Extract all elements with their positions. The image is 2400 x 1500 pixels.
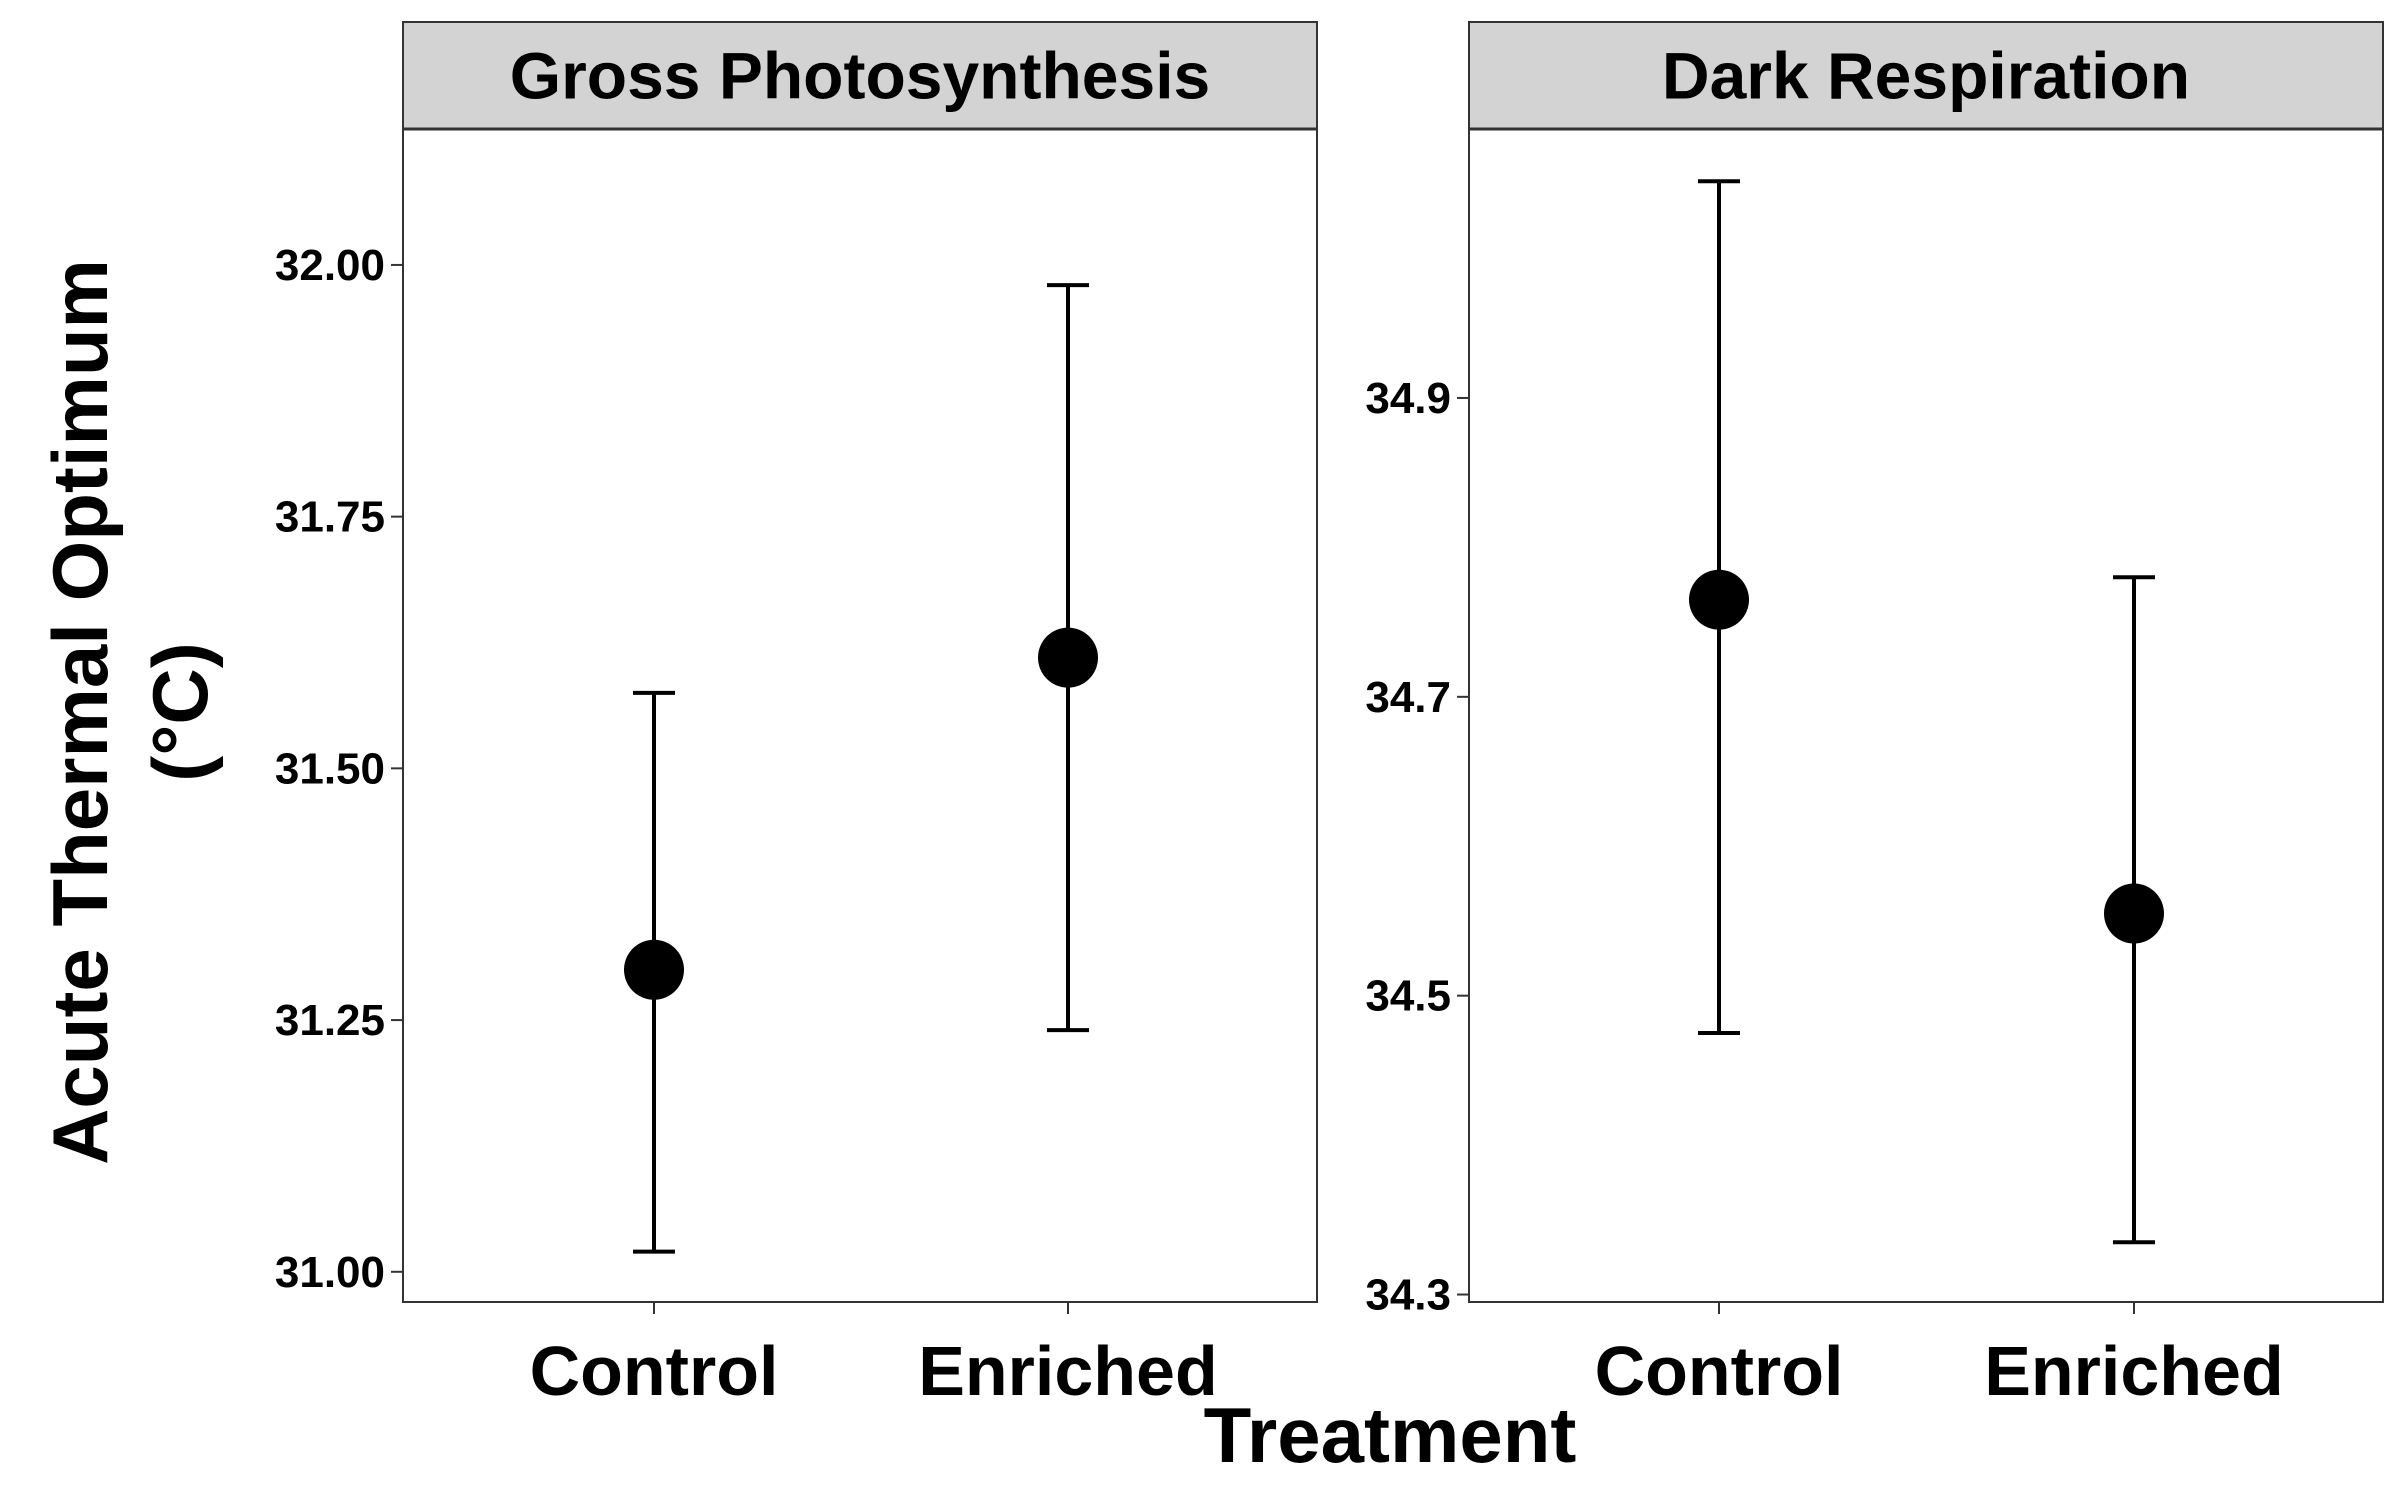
x-tick-label: Control <box>530 1332 779 1410</box>
facet-panels: Gross Photosynthesis 31.00 31.25 31.50 31.75… <box>275 21 2384 1410</box>
data-point <box>624 939 684 1000</box>
x-tick-label: Enriched <box>918 1332 1218 1410</box>
x-axis-title: Treatment <box>1204 1391 1577 1479</box>
y-tick-label: 34.3 <box>1365 1271 1451 1320</box>
y-tick-label: 31.25 <box>275 996 385 1045</box>
data-point <box>2104 883 2164 944</box>
plot-frame <box>1468 128 2384 1303</box>
y-tick-label: 31.75 <box>275 493 385 542</box>
panel-strip <box>402 21 1318 130</box>
y-tick-label: 31.00 <box>275 1248 385 1297</box>
data-point <box>1689 569 1749 630</box>
panel-1: Gross Photosynthesis 31.00 31.25 31.50 31.75… <box>275 21 1318 1410</box>
y-tick-label: 34.9 <box>1365 374 1451 423</box>
y-tick-label: 32.00 <box>275 241 385 290</box>
y-axis-title-line-2: (°C) <box>136 642 224 781</box>
y-axis-title-line-1: Acute Thermal Optimum <box>36 259 124 1165</box>
x-tick-label: Control <box>1595 1332 1844 1410</box>
panel-title: Gross Photosynthesis <box>510 39 1211 113</box>
x-tick-label: Enriched <box>1984 1332 2284 1410</box>
panel-2: Dark Respiration 34.3 34.5 34.7 34.9 Control E… <box>1365 21 2384 1410</box>
y-tick-label: 34.7 <box>1365 673 1451 722</box>
y-tick-label: 34.5 <box>1365 972 1451 1021</box>
y-axis-title: Acute Thermal Optimum (°C) <box>36 259 224 1165</box>
data-point <box>1038 627 1098 688</box>
y-tick-label: 31.50 <box>275 744 385 793</box>
plot-frame <box>402 128 1318 1303</box>
panel-title: Dark Respiration <box>1662 39 2190 113</box>
panel-strip <box>1468 21 2384 130</box>
